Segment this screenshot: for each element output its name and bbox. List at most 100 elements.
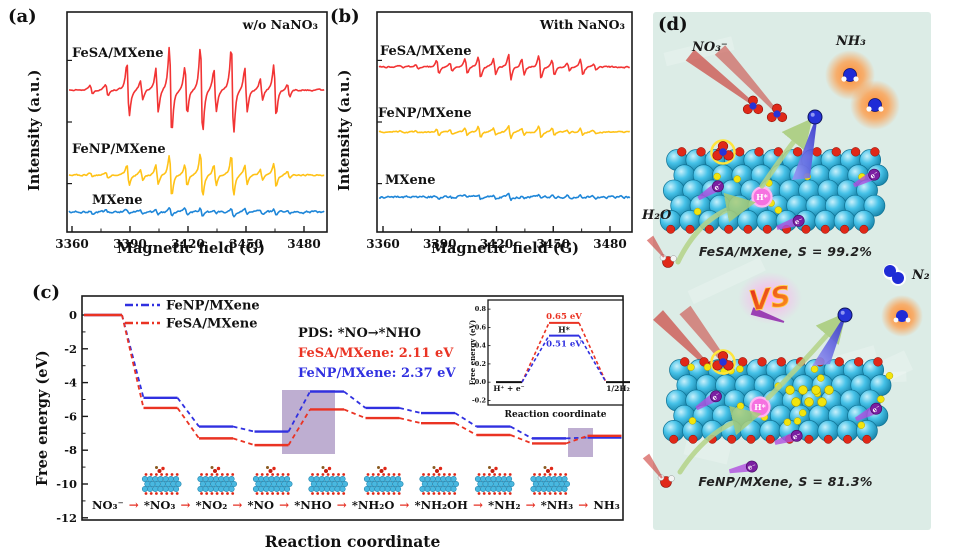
no3-molecule (712, 141, 734, 161)
y-tick-label: -4 (64, 376, 77, 390)
inset-barrier-label-fenp: 0.51 eV (546, 340, 582, 350)
svg-text:e⁻: e⁻ (712, 180, 724, 192)
epr-trace-FeNP/MXene (68, 153, 325, 196)
inset-y-tick-label: 0.0 (475, 378, 487, 386)
proton-path-arrow (677, 406, 762, 475)
inset-hstar-label: H* (558, 324, 571, 334)
electron-arrow: e⁻ (776, 214, 805, 230)
step-arrow: → (399, 498, 410, 512)
inset-y-tick-label: -0.2 (472, 396, 486, 404)
x-tick-label: 3450 (229, 237, 262, 251)
catalyst-icon (141, 466, 182, 495)
inset-connector (578, 335, 607, 383)
y-tick-label: -12 (56, 511, 77, 525)
fenp-barrier-annotation: FeNP/MXene: 2.37 eV (298, 366, 456, 381)
fe-nanoparticle-atom (811, 385, 821, 395)
catalyst-icon (197, 466, 238, 495)
reaction-state-label: *NO (247, 498, 275, 512)
released-molecule (837, 307, 853, 323)
trace-label: MXene (92, 193, 142, 208)
svg-text:e⁻: e⁻ (747, 461, 757, 472)
inset-connector (578, 322, 607, 383)
reaction-state-label: *NO₃ (143, 498, 176, 512)
proton-path-arrow (765, 312, 847, 401)
nh3-label: NH₃ (836, 34, 866, 49)
step-arrow: → (525, 498, 536, 512)
reaction-state-label: *NH₂ (488, 498, 521, 512)
step-connector (232, 425, 255, 433)
step-connector (121, 314, 145, 409)
panel-b-tag: (b) (330, 6, 360, 27)
fe-nanoparticle-atom (804, 397, 814, 407)
panel-c-xlabel: Reaction coordinate (264, 532, 441, 551)
end-highlight-box (568, 428, 593, 457)
catalyst-icon (252, 466, 293, 495)
svg-text:e⁻: e⁻ (791, 430, 802, 441)
mxene-slab (659, 147, 889, 234)
panel-a-ylabel: Intensity (a.u.) (26, 69, 43, 191)
catalyst-icon (363, 466, 404, 495)
epr-trace-MXene (68, 207, 325, 218)
fe-nanoparticle-atom (785, 385, 795, 395)
electron-arrow: e⁻ (774, 429, 803, 445)
panel-a-condition: w/o NaNO₃ (242, 17, 318, 32)
reaction-state-label: *NHO (294, 498, 332, 512)
panel-c-tag: (c) (32, 282, 60, 303)
sphere-glint (840, 310, 845, 315)
inset-y-tick-label: 0.8 (475, 305, 487, 313)
fenp-caption: FeNP/MXene, S = 81.3% (698, 474, 873, 489)
panel-b: 3360 3390 3420 3450 3480 FeSA/MXene FeNP/MXene… (330, 0, 655, 272)
y-tick-label: -10 (56, 477, 77, 491)
inset-state-left: H⁺ + e⁻ (493, 384, 524, 393)
svg-text:H*: H* (756, 192, 769, 202)
step-arrow: → (128, 498, 139, 512)
pds-highlight-box (282, 390, 335, 454)
inset-barrier-label-fesa: 0.65 eV (546, 312, 582, 322)
comet-streak (646, 235, 665, 258)
reaction-state-label: *NH₂OH (414, 498, 468, 512)
step-arrow: → (472, 498, 484, 512)
electron-arrow: e⁻ (697, 180, 724, 201)
release-cone (792, 112, 818, 180)
epr-trace-FeSA/MXene (378, 53, 630, 81)
panel-d: H* e⁻ e⁻ e⁻ VS H* e⁻ e⁻ e⁻ e⁻ (d) NO₃⁻ NH₃ H₂O N₂… (640, 10, 931, 532)
y-tick-label: -8 (64, 443, 77, 457)
step-arrow: → (232, 498, 243, 512)
proton-path-arrow (675, 192, 756, 265)
plot-frame (81, 295, 624, 521)
step-connector (454, 412, 477, 428)
y-tick-label: -2 (64, 342, 77, 356)
bg-texture (663, 36, 735, 67)
svg-text:H*: H* (754, 402, 767, 412)
release-cone (812, 310, 848, 366)
adsorbed-site-ring (710, 139, 736, 165)
epr-trace-FeNP/MXene (378, 125, 631, 140)
n2-atom (892, 272, 904, 284)
x-tick-label: 3480 (287, 237, 320, 251)
released-molecule (807, 109, 823, 125)
catalyst-icon (474, 466, 515, 495)
epr-trace-MXene (378, 192, 631, 202)
epr-chart-b: 3360 3390 3420 3450 3480 FeSA/MXene FeNP/MXene… (366, 11, 633, 251)
step-connector (343, 408, 366, 419)
proton-path-arrow (759, 118, 813, 189)
step-connector (176, 407, 200, 439)
epr-chart-a: 3360 3390 3420 3450 3480 FeSA/MXene FeNP/MXene… (55, 11, 328, 251)
step-connector (454, 422, 477, 436)
electron-arrow: e⁻ (695, 390, 722, 411)
panel-b-ylabel: Intensity (a.u.) (336, 69, 353, 191)
no3-molecule (742, 95, 764, 115)
catalyst-icon (419, 466, 459, 495)
electron-arrow: e⁻ (728, 460, 758, 474)
electron-arrow: e⁻ (852, 168, 880, 188)
mechanism-illustration: H* e⁻ e⁻ e⁻ VS H* e⁻ e⁻ e⁻ e⁻ (642, 12, 931, 530)
panel-a-tag: (a) (8, 6, 37, 27)
panel-a: 3360 3390 3420 3450 3480 FeSA/MXene FeNP/MXene… (0, 0, 330, 272)
nh3-molecule (850, 80, 900, 130)
reaction-state-label: *NH₃ (540, 498, 574, 512)
reaction-steps-row: NO₃⁻ → *NO₃ → *NO₂ → *NO → *NHO → *NH₂O → *NH₂OH → *NH… (92, 498, 620, 512)
fe-nanoparticle-atom (791, 397, 801, 407)
reaction-state-label: NH₃ (593, 498, 620, 512)
adsorbed-site-ring (710, 349, 736, 375)
